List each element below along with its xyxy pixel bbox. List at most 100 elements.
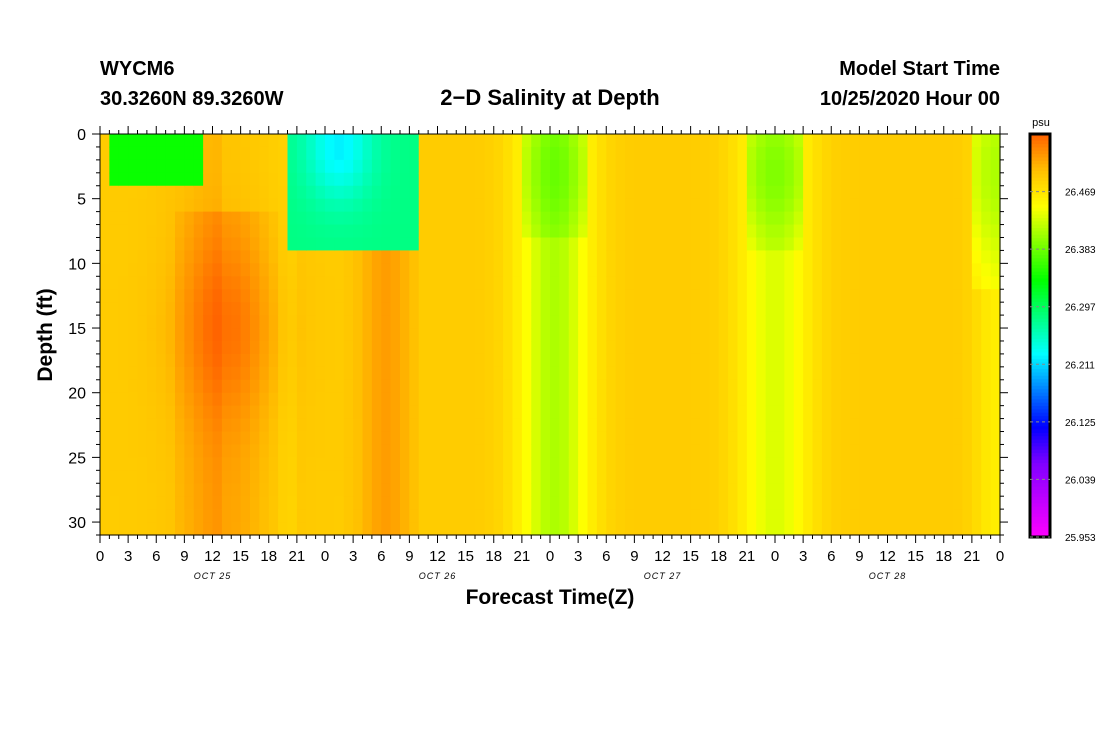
heatmap-cell (165, 418, 176, 433)
heatmap-cell (315, 211, 326, 226)
heatmap-cell (268, 379, 279, 394)
heatmap-cell (203, 444, 214, 458)
heatmap-cell (400, 328, 410, 342)
heatmap-cell (587, 483, 598, 497)
heatmap-cell (512, 263, 523, 277)
heatmap-cell (662, 198, 673, 213)
heatmap-cell (606, 509, 617, 523)
heatmap-cell (100, 211, 110, 226)
heatmap-cell (409, 379, 420, 394)
heatmap-cell (887, 392, 898, 407)
heatmap-cell (868, 211, 879, 226)
heatmap-cell (756, 483, 767, 497)
heatmap-cell (681, 431, 692, 446)
heatmap-cell (259, 418, 270, 433)
heatmap-cell (371, 302, 382, 316)
heatmap-cell (287, 185, 298, 200)
heatmap-cell (428, 470, 439, 484)
heatmap-cell (362, 315, 373, 329)
heatmap-cell (662, 353, 673, 368)
heatmap-cell (325, 211, 335, 226)
colorbar-tick-label: 26.211 (1065, 360, 1095, 371)
heatmap-cell (531, 457, 542, 471)
heatmap-cell (550, 276, 560, 290)
heatmap-cell (615, 366, 626, 381)
heatmap-cell (100, 444, 110, 458)
heatmap-cell (943, 146, 954, 161)
heatmap-cell (578, 483, 589, 497)
heatmap-cell (128, 134, 139, 148)
heatmap-cell (531, 250, 542, 264)
heatmap-cell (409, 146, 420, 161)
heatmap-cell (812, 509, 823, 523)
heatmap-cell (296, 340, 307, 355)
heatmap-cell (756, 457, 767, 471)
heatmap-cell (859, 405, 870, 420)
heatmap-cell (193, 379, 204, 394)
heatmap-cell (765, 379, 776, 394)
heatmap-cell (962, 250, 973, 264)
heatmap-cell (587, 457, 598, 471)
heatmap-cell (456, 302, 467, 316)
colorbar-segment (1030, 184, 1050, 189)
heatmap-cell (475, 198, 485, 213)
heatmap-cell (540, 263, 551, 277)
heatmap-cell (690, 159, 701, 174)
heatmap-cell (165, 276, 176, 290)
heatmap-cell (156, 483, 167, 497)
heatmap-cell (306, 522, 317, 536)
heatmap-cell (859, 159, 870, 174)
heatmap-cell (521, 237, 532, 252)
heatmap-cell (212, 263, 223, 277)
colorbar-segment (1030, 211, 1050, 216)
heatmap-cell (446, 134, 457, 148)
heatmap-cell (765, 509, 776, 523)
heatmap-cell (118, 198, 129, 213)
heatmap-cell (718, 496, 729, 510)
heatmap-cell (990, 134, 1001, 148)
heatmap-cell (821, 250, 832, 264)
heatmap-cell (231, 496, 242, 510)
heatmap-cell (128, 496, 139, 510)
heatmap-cell (221, 328, 232, 342)
heatmap-cell (418, 405, 429, 420)
heatmap-cell (559, 470, 570, 484)
heatmap-cell (746, 392, 757, 407)
heatmap-cell (896, 250, 907, 264)
colorbar-segment (1030, 248, 1050, 253)
heatmap-cell (981, 237, 992, 252)
heatmap-cell (521, 366, 532, 381)
heatmap-cell (278, 289, 289, 303)
heatmap-cell (250, 366, 260, 381)
heatmap-cell (353, 379, 364, 394)
heatmap-cell (821, 302, 832, 316)
heatmap-cell (859, 444, 870, 458)
heatmap-cell (353, 483, 364, 497)
heatmap-cell (446, 159, 457, 174)
heatmap-cell (840, 302, 851, 316)
heatmap-cell (925, 250, 935, 264)
heatmap-cell (700, 444, 710, 458)
heatmap-cell (625, 302, 635, 316)
heatmap-cell (859, 328, 870, 342)
heatmap-cell (990, 328, 1001, 342)
heatmap-cell (353, 315, 364, 329)
heatmap-cell (128, 315, 139, 329)
heatmap-cell (831, 302, 842, 316)
heatmap-cell (475, 405, 485, 420)
heatmap-cell (400, 159, 410, 174)
colorbar-segment (1030, 483, 1050, 488)
heatmap-cell (821, 134, 832, 148)
heatmap-cell (128, 276, 139, 290)
heatmap-cell (812, 392, 823, 407)
heatmap-cell (353, 263, 364, 277)
heatmap-cell (465, 353, 476, 368)
colorbar-segment (1030, 446, 1050, 451)
heatmap-cell (268, 340, 279, 355)
heatmap-cell (568, 224, 579, 239)
heatmap-cell (362, 405, 373, 420)
heatmap-cell (559, 263, 570, 277)
heatmap-cell (915, 237, 926, 252)
heatmap-cell (100, 224, 110, 239)
heatmap-cell (118, 353, 129, 368)
